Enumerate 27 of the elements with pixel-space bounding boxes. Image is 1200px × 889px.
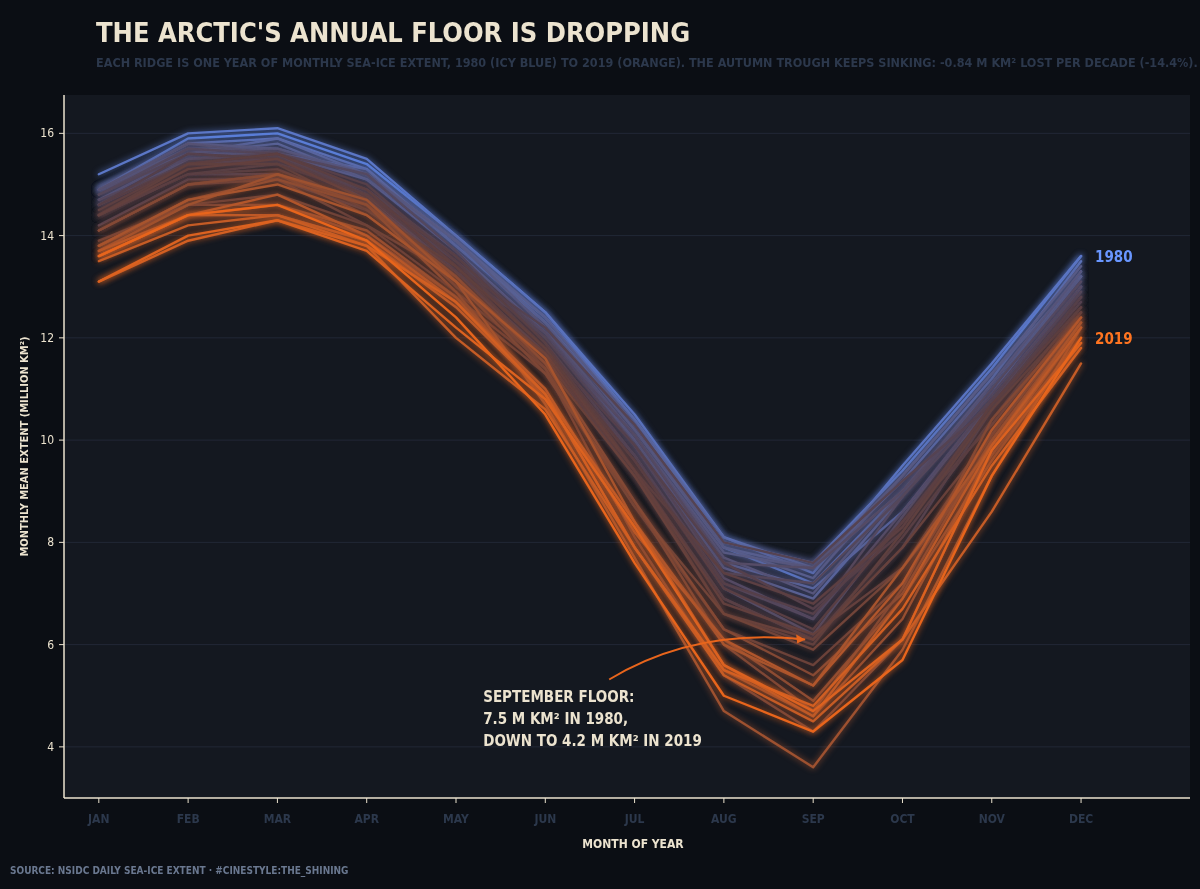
x-tick-label: MAR [263,812,292,826]
y-tick-label: 14 [40,228,55,243]
y-axis-title: MONTHLY MEAN EXTENT (MILLION KM²) [18,336,31,557]
chart-title: THE ARCTIC'S ANNUAL FLOOR IS DROPPING [96,17,691,48]
x-tick-label: NOV [978,812,1006,826]
x-tick-label: JAN [87,812,110,826]
y-tick-label: 12 [40,330,54,345]
y-tick-label: 4 [47,739,55,754]
annotation: SEPTEMBER FLOOR: 7.5 M KM² IN 1980, DOWN TO 4.2 M KM² IN 2019 [483,687,702,750]
series-label: 2019 [1095,329,1133,348]
x-tick-label: JUL [623,812,645,826]
x-axis-title: MONTH OF YEAR [582,837,685,851]
x-tick-label: FEB [176,812,200,826]
y-tick-label: 16 [40,126,55,141]
y-tick-label: 8 [47,535,55,550]
x-tick-label: MAY [443,812,470,826]
x-tick-label: OCT [890,812,916,826]
x-tick-label: APR [354,812,380,826]
x-tick-label: JUN [533,812,557,826]
chart-subtitle: EACH RIDGE IS ONE YEAR OF MONTHLY SEA-ICE EXTENT, 1980 (ICY BLUE) TO 2019 (ORANGE). THE AUTUMN TROUGH KEEPS SINKING: -0.84 M KM² LOST PER DECADE (-14.4%). [96,55,1198,70]
x-tick-label: DEC [1068,812,1094,826]
x-tick-label: AUG [711,812,737,826]
source-note: SOURCE: NSIDC DAILY SEA-ICE EXTENT · #CINESTYLE:THE_SHINING [10,865,349,877]
x-tick-label: SEP [801,812,825,826]
series-label: 1980 [1095,248,1133,267]
y-tick-label: 6 [47,637,55,652]
y-tick-label: 10 [40,433,55,448]
